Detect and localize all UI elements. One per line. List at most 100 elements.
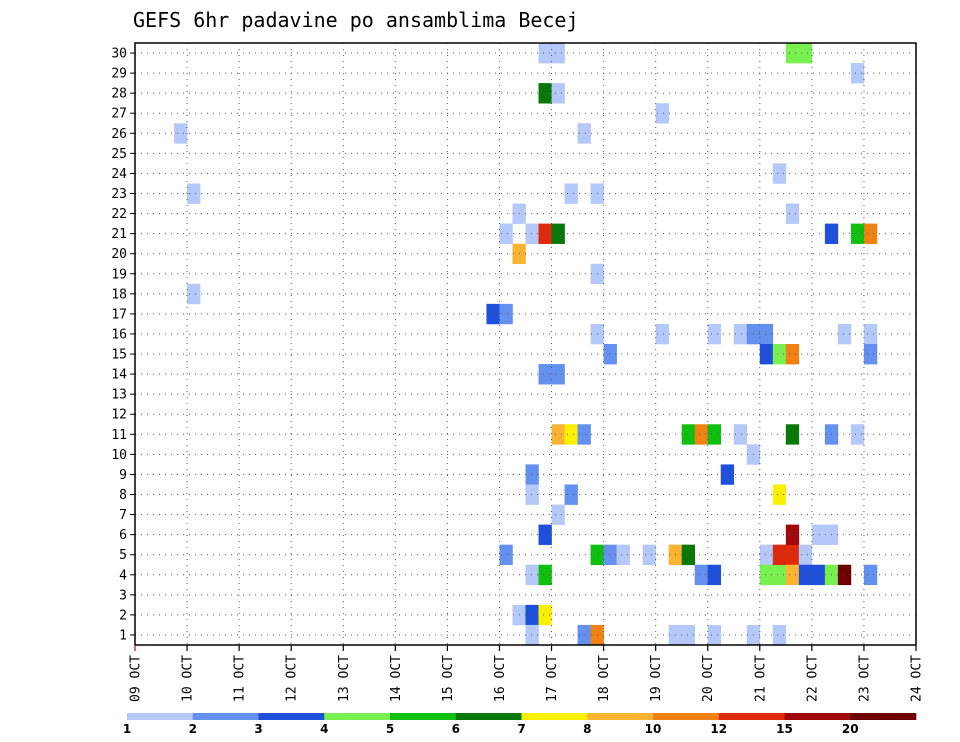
heatmap-cell xyxy=(772,624,787,646)
heatmap-cell xyxy=(564,424,578,445)
heatmap-cell xyxy=(733,424,748,445)
heatmap-cell xyxy=(785,564,800,586)
legend-label: 15 xyxy=(776,722,793,736)
heatmap-cell xyxy=(564,183,578,204)
heatmap-cell xyxy=(525,484,539,505)
y-tick-label: 18 xyxy=(111,287,127,302)
heatmap-cell xyxy=(525,604,539,626)
y-tick-label: 20 xyxy=(111,247,127,262)
y-tick-label: 1 xyxy=(119,628,127,643)
legend-swatch xyxy=(653,713,720,720)
y-tick-label: 7 xyxy=(119,508,127,523)
heatmap-cell xyxy=(499,544,513,566)
heatmap-cell xyxy=(759,344,774,365)
legend-swatch xyxy=(850,713,917,720)
y-tick-label: 13 xyxy=(111,388,127,403)
x-tick-label: 22 OCT xyxy=(805,655,820,702)
x-tick-label: 09 OCT xyxy=(129,655,144,702)
heatmap-cell xyxy=(759,544,774,566)
legend-label: 2 xyxy=(189,722,197,736)
heatmap-cell xyxy=(785,544,800,566)
heatmap-cell xyxy=(772,163,787,184)
y-tick-label: 23 xyxy=(111,187,127,202)
heatmap-cell xyxy=(551,43,565,64)
heatmap-cell xyxy=(837,323,852,345)
heatmap-cell xyxy=(551,223,565,244)
heatmap-cell xyxy=(486,303,500,325)
heatmap-cell xyxy=(785,424,800,445)
heatmap-cell xyxy=(759,323,774,345)
legend-label: 8 xyxy=(583,722,591,736)
legend-swatch xyxy=(521,713,588,720)
heatmap-cell xyxy=(577,424,591,445)
heatmap-cell xyxy=(538,83,552,104)
heatmap-cell xyxy=(759,564,774,586)
heatmap-cell xyxy=(785,344,800,365)
x-tick-label: 21 OCT xyxy=(753,655,768,702)
heatmap-cell xyxy=(499,303,513,325)
heatmap-cell xyxy=(772,344,787,365)
y-tick-label: 2 xyxy=(119,608,127,623)
heatmap-cell xyxy=(577,624,591,646)
x-tick-label: 19 OCT xyxy=(649,655,664,702)
x-tick-label: 20 OCT xyxy=(701,655,716,702)
legend-label: 1 xyxy=(123,722,131,736)
heatmap-cell xyxy=(174,123,188,144)
y-tick-label: 27 xyxy=(111,107,127,122)
heatmap-cell xyxy=(642,544,656,566)
heatmap-cell xyxy=(863,223,878,244)
heatmap-cell xyxy=(733,323,748,345)
y-tick-label: 22 xyxy=(111,207,127,222)
heatmap-cell xyxy=(603,344,617,365)
legend-swatch xyxy=(718,713,785,720)
heatmap-cell xyxy=(538,364,552,385)
heatmap-cell xyxy=(551,83,565,104)
x-tick-label: 24 OCT xyxy=(910,655,925,702)
heatmap-cell xyxy=(681,544,696,566)
heatmap-cell xyxy=(863,344,878,365)
y-axis: 1234567891011121314151617181920212223242… xyxy=(111,47,135,643)
x-tick-label: 14 OCT xyxy=(389,655,404,702)
y-tick-label: 25 xyxy=(111,147,127,162)
legend-label: 10 xyxy=(645,722,662,736)
heatmap-cell xyxy=(577,123,591,144)
heatmap-cell xyxy=(707,323,722,345)
x-axis: 09 OCT 10 OCT 11 OCT 12 OCT 13 OCT 14 OCT 15 O… xyxy=(129,645,925,702)
heatmap-cell xyxy=(603,544,617,566)
legend-swatch xyxy=(192,713,259,720)
heatmap-cell xyxy=(811,524,826,545)
y-tick-label: 15 xyxy=(111,348,127,363)
heatmap-cell xyxy=(551,504,565,525)
y-tick-label: 16 xyxy=(111,327,127,342)
legend-label: 12 xyxy=(710,722,727,736)
heatmap-cell xyxy=(785,43,800,64)
y-tick-label: 21 xyxy=(111,227,127,242)
heatmap-cell xyxy=(707,564,722,586)
heatmap-cell xyxy=(798,43,813,64)
legend-swatch xyxy=(258,713,325,720)
cells-layer xyxy=(174,43,878,646)
chart-title: GEFS 6hr padavine po ansamblima Becej xyxy=(133,8,579,32)
y-tick-label: 9 xyxy=(119,468,127,483)
heatmap-cell xyxy=(499,223,513,244)
heatmap-cell xyxy=(798,564,813,586)
x-tick-label: 11 OCT xyxy=(233,655,248,702)
y-tick-label: 3 xyxy=(119,588,127,603)
legend-swatch xyxy=(127,713,194,720)
heatmap-cell xyxy=(707,424,722,445)
heatmap-cell xyxy=(655,103,669,124)
heatmap-cell xyxy=(681,624,696,646)
y-tick-label: 14 xyxy=(111,368,127,383)
y-tick-label: 29 xyxy=(111,67,127,82)
legend-swatch xyxy=(390,713,457,720)
heatmap-cell xyxy=(772,564,787,586)
heatmap-cell xyxy=(538,223,552,244)
y-tick-label: 4 xyxy=(119,568,127,583)
legend-swatch xyxy=(784,713,851,720)
legend: 1 2 3 4 5 6 7 8 10 12 15 20 xyxy=(123,713,917,736)
heatmap-cell xyxy=(564,484,578,505)
heatmap-cell xyxy=(694,424,709,445)
heatmap-cell xyxy=(616,544,630,566)
x-tick-label: 13 OCT xyxy=(337,655,352,702)
heatmap-cell xyxy=(525,564,539,586)
